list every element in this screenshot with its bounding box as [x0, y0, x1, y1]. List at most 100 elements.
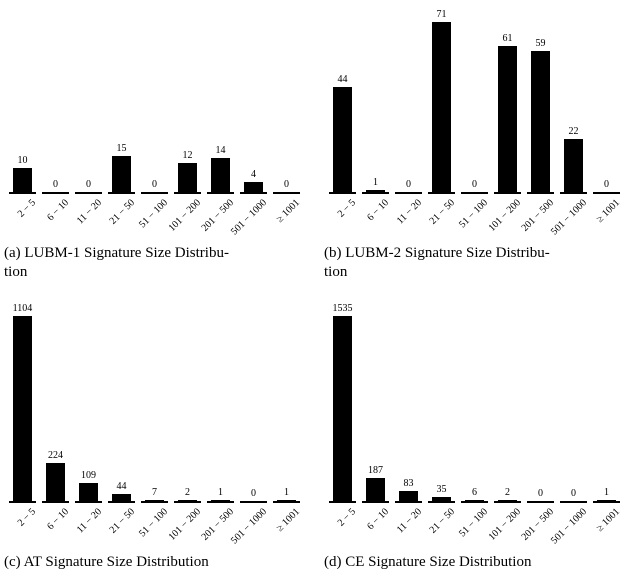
axis-baseline-tick: [395, 500, 422, 503]
caption-line: tion: [4, 263, 28, 280]
caption-d: (d) CE Signature Size Distribution: [324, 553, 636, 572]
axis-baseline-tick: [560, 192, 587, 194]
bar-value-label: 1: [373, 177, 378, 188]
bar: [211, 158, 230, 192]
axis-baseline-tick: [494, 192, 521, 194]
caption-line: tion: [324, 263, 348, 280]
axis-baseline-tick: [395, 192, 422, 194]
axis-baseline-tick: [329, 192, 356, 194]
bar-group: 187: [359, 464, 392, 503]
axis-baseline-tick: [42, 192, 69, 194]
bar-group: 12: [171, 151, 204, 194]
bar-value-label: 187: [368, 464, 383, 476]
bar-group: 44: [105, 480, 138, 503]
bar: [366, 190, 385, 192]
bar-group: 61: [491, 34, 524, 194]
axis-baseline-tick: [207, 192, 234, 194]
bar-group: 0: [524, 488, 557, 503]
axis-baseline-tick: [207, 500, 234, 503]
bar-group: 44: [326, 75, 359, 194]
bar-value-label: 4: [251, 169, 256, 180]
caption-line: (c) AT Signature Size Distribution: [4, 553, 209, 570]
bar: [465, 499, 484, 501]
bar-value-label: 0: [152, 179, 157, 190]
bar: [564, 139, 583, 192]
bar: [13, 315, 32, 501]
bar: [432, 496, 451, 501]
axis-baseline-tick: [240, 500, 267, 503]
bar: [531, 51, 550, 192]
caption-c: (c) AT Signature Size Distribution: [4, 553, 316, 572]
axis-baseline-tick: [273, 500, 300, 503]
axis-baseline-tick: [428, 500, 455, 503]
axis-baseline-tick: [108, 192, 135, 194]
axis-baseline-tick: [108, 500, 135, 503]
bar-group: 1104: [6, 303, 39, 503]
axis-baseline-tick: [527, 192, 554, 194]
bar-group: 10: [6, 156, 39, 194]
bar-value-label: 0: [406, 179, 411, 190]
axis-baseline-tick: [75, 192, 102, 194]
bar-value-label: 1535: [332, 302, 353, 314]
caption-line: (d) CE Signature Size Distribution: [324, 553, 532, 570]
bar-group: 0: [138, 180, 171, 194]
axis-baseline-tick: [329, 500, 356, 503]
bar: [399, 490, 418, 501]
bar-value-label: 15: [116, 143, 127, 154]
bar-group: 0: [237, 487, 270, 503]
bar-group: 1: [270, 487, 303, 503]
bar-value-label: 0: [472, 179, 477, 190]
bar: [333, 315, 352, 501]
bar-value-label: 224: [48, 449, 63, 461]
bar-group: 109: [72, 469, 105, 503]
axis-baseline-tick: [593, 192, 620, 194]
axis-baseline-tick: [42, 500, 69, 503]
bar-value-label: 109: [81, 469, 96, 481]
axis-baseline-tick: [494, 500, 521, 503]
bar-group: 0: [590, 180, 623, 194]
bar-value-label: 22: [568, 126, 579, 137]
axis-baseline-tick: [362, 192, 389, 194]
bar-group: 1535: [326, 302, 359, 503]
bar-value-label: 61: [502, 33, 513, 44]
bar-value-label: 10: [17, 155, 28, 166]
axis-baseline-tick: [461, 192, 488, 194]
bar: [79, 482, 98, 501]
bar-value-label: 12: [182, 150, 193, 161]
bar-value-label: 71: [436, 9, 447, 20]
bar-value-label: 44: [116, 480, 127, 492]
bar: [112, 493, 131, 501]
bar-value-label: 6: [472, 486, 477, 498]
caption-b: (b) LUBM-2 Signature Size Distribu-tion: [324, 244, 636, 282]
bar-value-label: 44: [337, 74, 348, 85]
axis-baseline-tick: [174, 500, 201, 503]
axis-baseline-tick: [174, 192, 201, 194]
plot-area-b: 44 1 0 71 0 61 59 22 0: [324, 2, 636, 194]
bar-group: 6: [458, 486, 491, 503]
bar-value-label: 0: [251, 487, 256, 499]
bar-group: 22: [557, 127, 590, 194]
bar-value-label: 1: [604, 486, 609, 498]
bar-group: 0: [458, 180, 491, 194]
bar-value-label: 59: [535, 38, 546, 49]
bar: [597, 499, 616, 501]
bar: [498, 499, 517, 501]
bar-group: 71: [425, 10, 458, 194]
bar: [211, 499, 230, 501]
caption-line: (a) LUBM-1 Signature Size Distribu-: [4, 245, 229, 261]
bar: [178, 499, 197, 501]
axis-baseline-tick: [362, 500, 389, 503]
bar-value-label: 2: [185, 486, 190, 498]
bar: [277, 499, 296, 501]
axis-baseline-tick: [593, 500, 620, 503]
bar-group: 7: [138, 487, 171, 503]
bar-value-label: 35: [436, 483, 447, 495]
